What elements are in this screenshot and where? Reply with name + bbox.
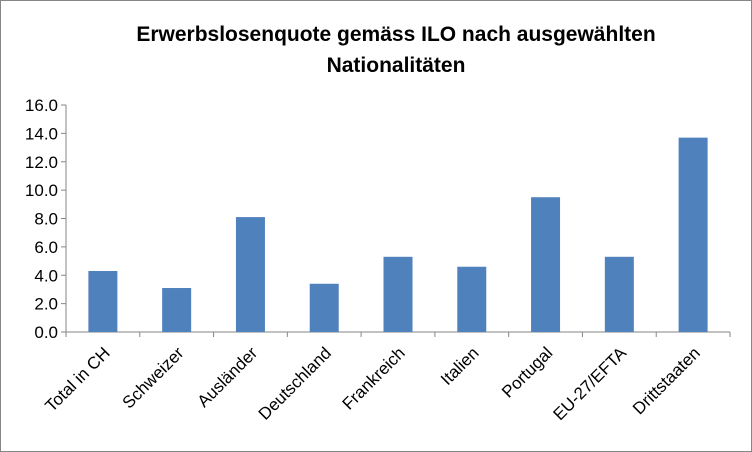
- y-tick-label: 14.0: [25, 124, 58, 143]
- y-tick-label: 0.0: [34, 323, 58, 342]
- x-category-label: Schweizer: [119, 343, 188, 412]
- bar: [162, 288, 192, 332]
- bar: [678, 137, 708, 332]
- x-category-label: Ausländer: [194, 343, 262, 411]
- x-category-label: Total in CH: [41, 343, 113, 415]
- bar: [457, 266, 487, 332]
- chart-title-line-2: Nationalitäten: [326, 54, 466, 77]
- bar: [604, 256, 634, 332]
- chart-title-line-1: Erwerbslosenquote gemäss ILO nach ausgew…: [136, 23, 656, 46]
- y-tick-label: 2.0: [34, 295, 58, 314]
- y-tick-label: 4.0: [34, 266, 58, 285]
- y-tick-label: 6.0: [34, 238, 58, 257]
- x-category-label: Drittstaaten: [629, 343, 704, 418]
- x-category-label: Portugal: [498, 343, 556, 401]
- y-tick-label: 10.0: [25, 181, 58, 200]
- y-tick-label: 16.0: [25, 96, 58, 115]
- y-tick-label: 12.0: [25, 153, 58, 172]
- x-category-label: EU-27/EFTA: [549, 343, 630, 424]
- y-tick-label: 8.0: [34, 210, 58, 229]
- bar: [235, 217, 265, 332]
- bar: [531, 197, 561, 332]
- bar: [383, 256, 413, 332]
- x-category-label: Frankreich: [339, 343, 409, 413]
- x-category-label: Deutschland: [255, 343, 335, 423]
- x-category-label: Italien: [437, 343, 483, 389]
- chart-title: Erwerbslosenquote gemäss ILO nach ausgew…: [1, 19, 752, 81]
- bar: [309, 283, 339, 332]
- bar: [88, 270, 118, 332]
